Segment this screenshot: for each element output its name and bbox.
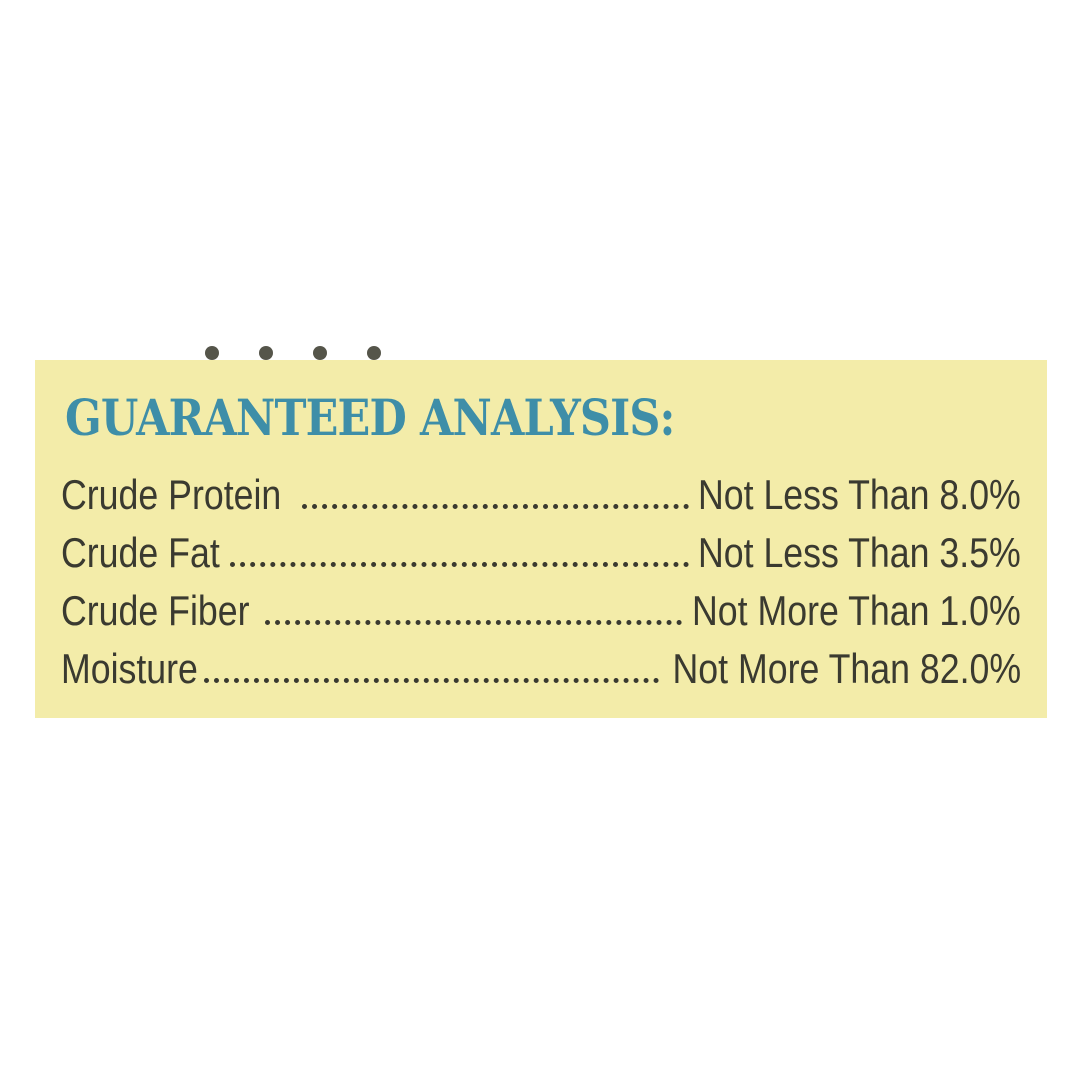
nutrient-name: Crude Protein xyxy=(61,471,282,518)
nutrient-value: Not More Than 82.0% xyxy=(672,645,1021,692)
nutrient-name: Crude Fiber xyxy=(61,587,250,634)
dot-leader xyxy=(229,561,690,567)
nutrient-name: Moisture xyxy=(61,645,198,692)
dot-leader xyxy=(204,677,659,683)
nutrient-value: Not Less Than 8.0% xyxy=(698,471,1021,518)
analysis-row-crude-fiber: Crude Fiber Not More Than 1.0% xyxy=(61,586,1021,636)
cropped-text-fragment xyxy=(205,346,435,362)
dot-leader xyxy=(264,619,683,625)
analysis-row-crude-protein: Crude Protein Not Less Than 8.0% xyxy=(61,470,1021,520)
dot-leader xyxy=(302,503,690,509)
nutrient-name: Crude Fat xyxy=(61,529,220,576)
nutrient-value: Not More Than 1.0% xyxy=(692,587,1021,634)
guaranteed-analysis-label: GUARANTEED ANALYSIS: Crude Protein Not L… xyxy=(35,346,1047,718)
analysis-row-crude-fat: Crude Fat Not Less Than 3.5% xyxy=(61,528,1021,578)
analysis-row-moisture: Moisture Not More Than 82.0% xyxy=(61,644,1021,694)
nutrient-value: Not Less Than 3.5% xyxy=(698,529,1021,576)
label-title: GUARANTEED ANALYSIS: xyxy=(65,388,675,447)
